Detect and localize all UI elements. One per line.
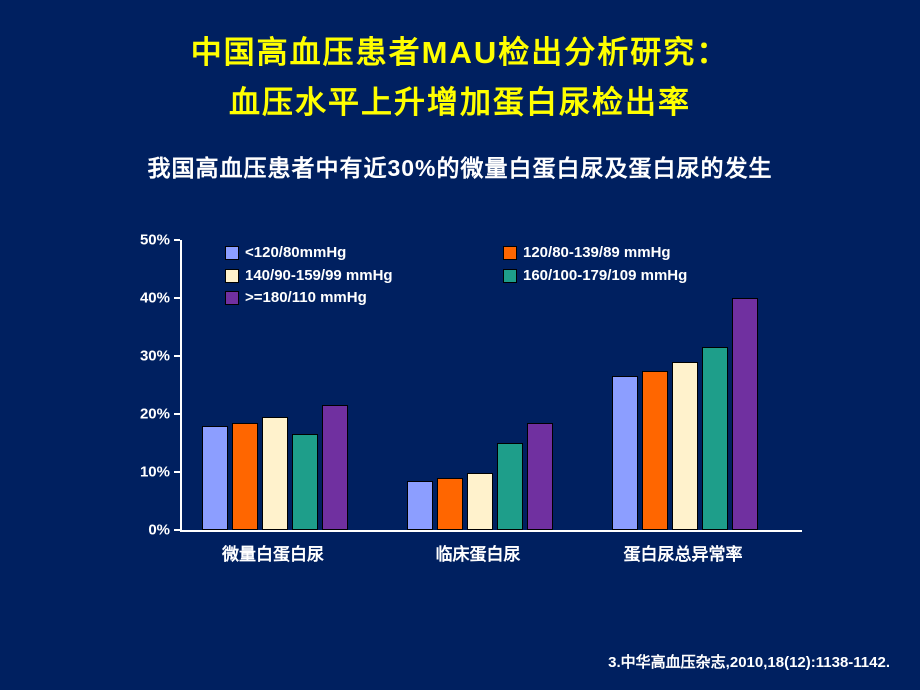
y-tick-label: 50% — [120, 232, 180, 249]
chart-legend: <120/80mmHg 120/80-139/89 mmHg 140/90-15… — [225, 242, 781, 310]
bar-group — [407, 423, 553, 530]
x-axis-label: 临床蛋白尿 — [388, 540, 568, 565]
legend-label: 160/100-179/109 mmHg — [523, 265, 687, 288]
slide-subtitle: 我国高血压患者中有近30%的微量白蛋白尿及蛋白尿的发生 — [0, 149, 920, 183]
bar — [497, 443, 523, 530]
legend-swatch — [503, 246, 517, 260]
bar — [262, 417, 288, 530]
bar — [407, 481, 433, 530]
bar — [467, 473, 493, 530]
slide: 中国高血压患者MAU检出分析研究： 血压水平上升增加蛋白尿检出率 我国高血压患者… — [0, 0, 920, 690]
citation: 3.中华高血压杂志,2010,18(12):1138-1142. — [608, 651, 890, 672]
legend-swatch — [503, 269, 517, 283]
bar-group — [612, 298, 758, 530]
y-tick-label: 20% — [120, 406, 180, 423]
slide-title: 中国高血压患者MAU检出分析研究： 血压水平上升增加蛋白尿检出率 — [0, 0, 920, 127]
legend-item: 140/90-159/99 mmHg — [225, 265, 485, 288]
bar — [292, 434, 318, 530]
title-line-1: 中国高血压患者MAU检出分析研究： — [0, 28, 920, 78]
legend-swatch — [225, 246, 239, 260]
legend-item: >=180/110 mmHg — [225, 287, 485, 310]
bar — [642, 371, 668, 531]
bar — [702, 347, 728, 530]
legend-label: >=180/110 mmHg — [245, 287, 367, 310]
x-axis-label: 微量白蛋白尿 — [183, 540, 363, 565]
bar — [672, 362, 698, 530]
legend-swatch — [225, 291, 239, 305]
y-tick-label: 10% — [120, 464, 180, 481]
legend-item: 120/80-139/89 mmHg — [503, 242, 763, 265]
bar — [232, 423, 258, 530]
bar — [527, 423, 553, 530]
bar-chart: 0% 10% 20% 30% 40% 50% <120/80mmHg 120/80-139… — [120, 230, 820, 570]
bar — [202, 426, 228, 530]
bar-group — [202, 405, 348, 530]
legend-label: <120/80mmHg — [245, 242, 346, 265]
legend-item: 160/100-179/109 mmHg — [503, 265, 763, 288]
x-axis-label: 蛋白尿总异常率 — [593, 540, 773, 565]
bar — [732, 298, 758, 530]
bar — [437, 478, 463, 530]
legend-swatch — [225, 269, 239, 283]
y-tick-label: 30% — [120, 348, 180, 365]
bar — [322, 405, 348, 530]
y-tick-label: 40% — [120, 290, 180, 307]
bar — [612, 376, 638, 530]
title-line-2: 血压水平上升增加蛋白尿检出率 — [0, 78, 920, 128]
legend-label: 120/80-139/89 mmHg — [523, 242, 671, 265]
legend-item: <120/80mmHg — [225, 242, 485, 265]
legend-label: 140/90-159/99 mmHg — [245, 265, 393, 288]
y-tick-label: 0% — [120, 522, 180, 539]
